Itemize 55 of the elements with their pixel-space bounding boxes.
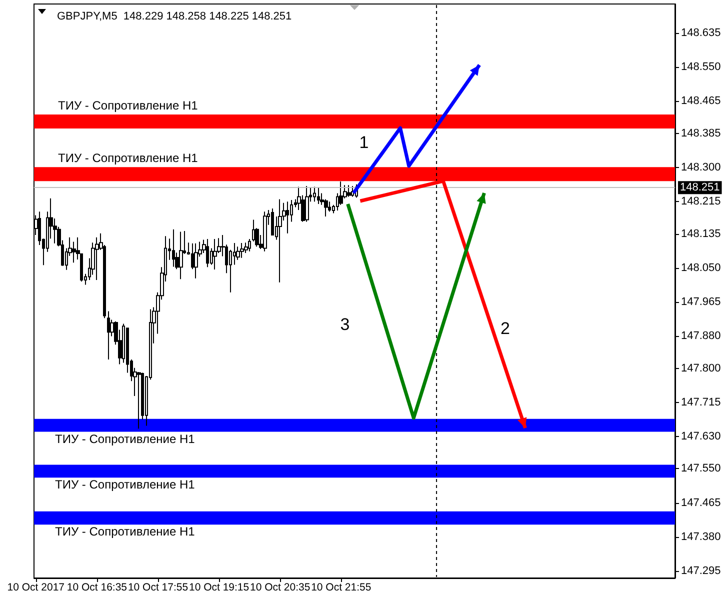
candlestick: [172, 228, 175, 268]
candlestick: [278, 198, 282, 283]
y-tick-label: 147.800: [681, 362, 721, 374]
candlestick: [240, 242, 244, 258]
candlestick: [244, 242, 248, 254]
band-label: ТИУ - Сопротивление H1: [58, 98, 198, 112]
ref-line-label: 148.251: [680, 182, 720, 194]
annotation: 3: [340, 315, 350, 334]
x-tick-label: 10 Oct 20:35: [250, 582, 310, 594]
candlestick: [248, 238, 251, 252]
candlestick: [107, 310, 110, 360]
y-tick-label: 148.550: [681, 61, 721, 74]
candlestick: [95, 236, 99, 280]
text: GBPJPY,M5 148.229 148.258 148.225 148.251: [57, 10, 292, 22]
candlestick: [313, 186, 316, 202]
band-label: ТИУ - Сопротивление H1: [55, 432, 196, 446]
candlestick: [351, 185, 354, 198]
y-tick-label: 148.385: [681, 127, 721, 140]
candlestick: [206, 238, 209, 268]
y-tick-label: 147.965: [681, 296, 721, 308]
y-tick-label: 148.300: [681, 161, 721, 174]
x-tick-label: 10 Oct 19:15: [188, 582, 250, 594]
candlestick: [317, 187, 320, 205]
candlestick: [72, 241, 76, 264]
y-tick-label: 147.380: [681, 531, 721, 544]
y-tick-label: 148.050: [681, 262, 721, 274]
candlestick: [328, 201, 331, 212]
candlestick: [286, 201, 289, 234]
x-tick-label: 10 Oct 16:35: [66, 582, 128, 594]
candlestick: [347, 184, 351, 198]
candlestick: [263, 211, 267, 252]
y-tick-label: 148.135: [681, 228, 721, 240]
y-tick-label: 147.880: [681, 330, 721, 342]
candlestick: [194, 242, 198, 279]
band-label: ТИУ - Сопротивление H1: [58, 151, 198, 166]
band-label: ТИУ - Сопротивление H1: [55, 478, 196, 492]
candlestick: [236, 246, 240, 260]
x-tick-label: 10 Oct 2017: [7, 582, 65, 594]
y-tick-label: 147.715: [681, 396, 721, 408]
y-tick-label: 147.295: [681, 565, 721, 578]
candlestick: [179, 231, 183, 280]
y-tick-label: 147.630: [681, 430, 721, 443]
y-tick-label: 148.635: [681, 26, 721, 39]
candlestick: [305, 185, 309, 222]
x-tick-label: 10 Oct 17:55: [128, 582, 188, 594]
y-tick-label: 147.550: [681, 462, 721, 475]
y-tick-label: 147.465: [681, 496, 721, 509]
candlestick: [213, 238, 217, 270]
candlestick: [137, 371, 141, 430]
band-label: ТИУ - Сопротивление H1: [55, 524, 196, 539]
annotation: 2: [500, 319, 510, 338]
annotation: 1: [359, 133, 369, 152]
y-tick-label: 148.215: [681, 196, 721, 208]
y-tick-label: 148.465: [681, 95, 721, 108]
x-tick-label: 10 Oct 21:55: [311, 582, 372, 594]
